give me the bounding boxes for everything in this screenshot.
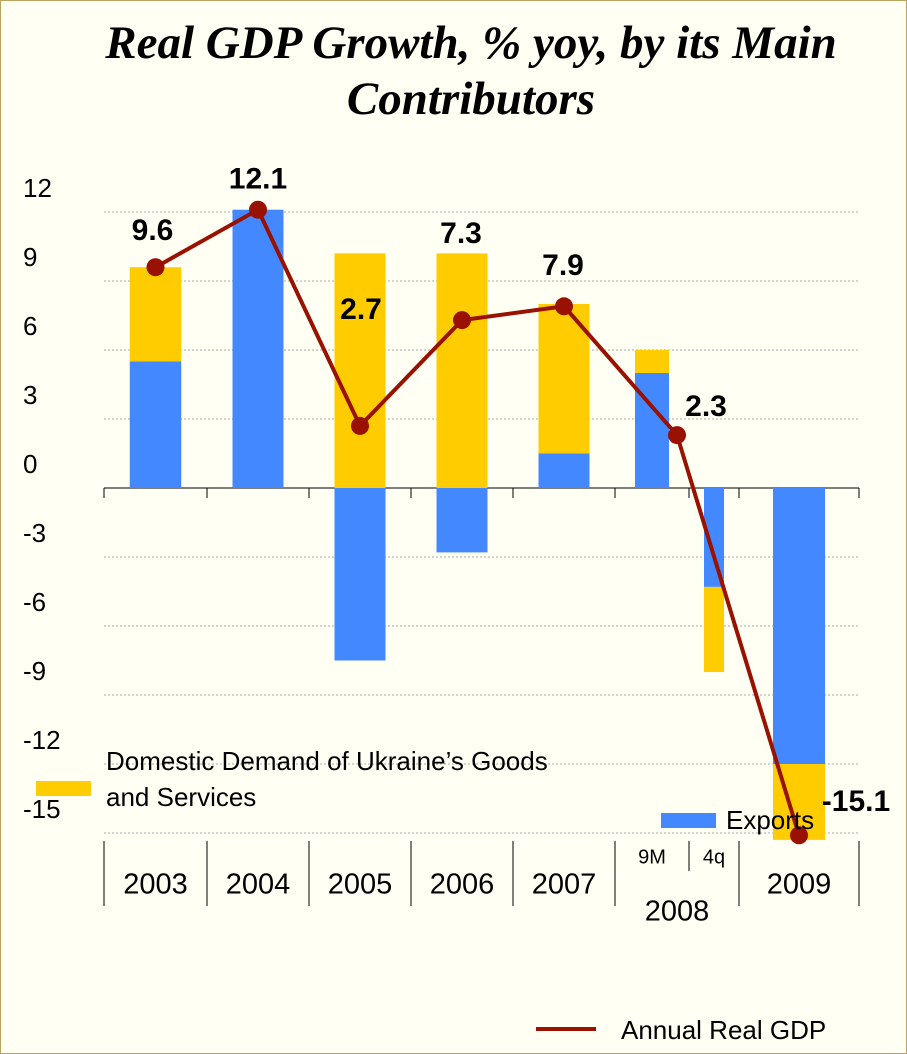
- y-tick-label: -9: [23, 656, 46, 686]
- line-point: [555, 297, 573, 316]
- bar: [334, 253, 386, 488]
- bar: [704, 488, 724, 587]
- y-tick-label: -12: [23, 725, 61, 755]
- y-tick-label: 0: [23, 449, 37, 479]
- y-tick-label: -6: [23, 587, 46, 617]
- y-tick-label: 12: [23, 173, 52, 203]
- bar: [436, 253, 488, 488]
- bar: [635, 350, 669, 373]
- bar: [538, 453, 590, 488]
- x-tick-label: 2007: [532, 869, 597, 901]
- data-label: 7.9: [542, 249, 584, 282]
- line-point: [146, 258, 165, 277]
- data-label: 12.1: [229, 163, 287, 196]
- x-tick-label: 2006: [430, 869, 495, 901]
- bar: [704, 586, 724, 672]
- x-subtick-label: 4q: [703, 846, 725, 868]
- data-label: 2.3: [685, 390, 727, 423]
- x-tick-label: 2009: [767, 869, 832, 901]
- x-subtick-label: 9M: [638, 846, 666, 868]
- bar: [129, 267, 182, 362]
- bar: [334, 488, 386, 661]
- y-tick-label: 3: [23, 380, 37, 410]
- line-point: [249, 200, 267, 219]
- line-point: [351, 416, 369, 435]
- x-tick-label: 2008: [645, 896, 710, 928]
- y-tick-label: -3: [23, 518, 46, 548]
- y-tick-label: -15: [23, 794, 61, 824]
- data-label: 2.7: [340, 293, 382, 326]
- legend-label: Domestic Demand of Ukraine’s Goods and S…: [106, 746, 548, 812]
- legend-swatch: [536, 1027, 596, 1031]
- bar: [232, 209, 284, 488]
- y-tick-label: 6: [23, 311, 37, 341]
- bar: [538, 304, 590, 454]
- data-label: 9.6: [132, 214, 174, 247]
- line-point: [668, 426, 686, 445]
- line-point: [453, 311, 471, 330]
- legend-label: Exports: [726, 805, 815, 835]
- line-point: [790, 826, 808, 845]
- x-tick-label: 2004: [226, 869, 291, 901]
- data-label: -15.1: [822, 785, 890, 818]
- bar: [129, 361, 182, 488]
- legend-swatch: [661, 813, 716, 828]
- data-label: 7.3: [440, 217, 482, 250]
- x-tick-label: 2005: [328, 869, 393, 901]
- legend-swatch: [36, 781, 91, 796]
- bar: [436, 488, 488, 553]
- chart-title: Real GDP Growth, % yoy, by its Main Cont…: [105, 17, 837, 125]
- y-tick-label: 9: [23, 242, 37, 272]
- x-tick-label: 2003: [123, 869, 188, 901]
- legend-label: Annual Real GDP: [621, 1015, 827, 1045]
- bar: [773, 488, 825, 764]
